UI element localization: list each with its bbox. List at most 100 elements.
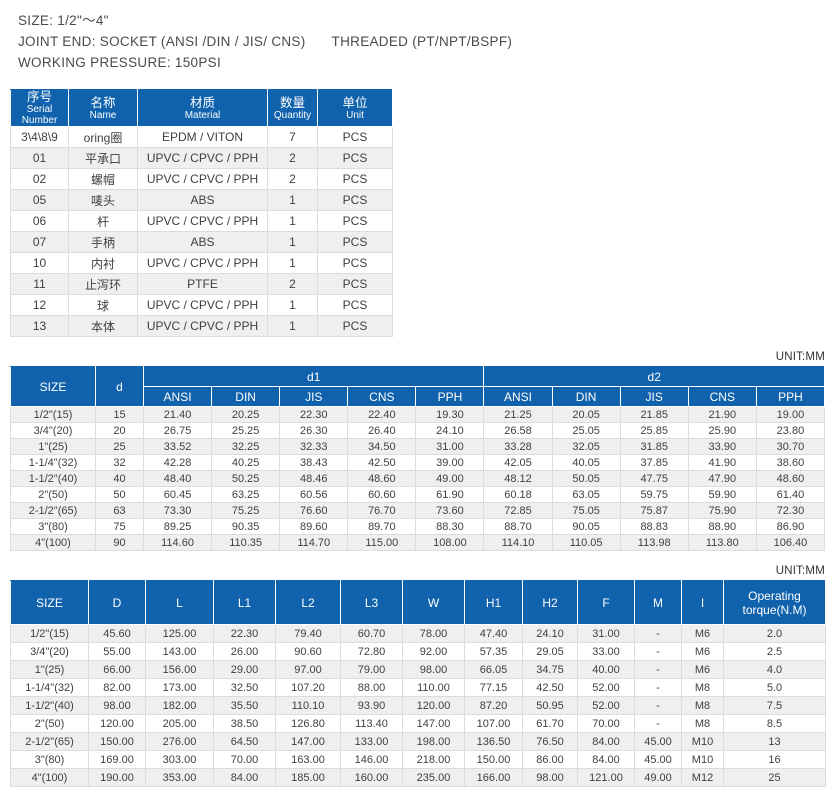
table-cell: 32.25 (211, 438, 281, 455)
table-cell: 内衬 (68, 252, 138, 274)
table-cell: 本体 (68, 315, 138, 337)
table-cell: 73.60 (415, 502, 485, 519)
table-cell: 19.00 (755, 406, 826, 423)
table-cell: 303.00 (145, 750, 214, 769)
table-cell: 4.0 (723, 660, 826, 679)
table-cell: M8 (681, 714, 724, 733)
table-cell: 48.12 (483, 470, 553, 487)
table-cell: 螺帽 (68, 168, 138, 190)
spec-line-size: SIZE: 1/2"～4" (18, 13, 109, 28)
table-cell: 22.30 (279, 406, 349, 423)
header-label-cn: 单位 (342, 95, 368, 110)
table-cell: 48.60 (347, 470, 417, 487)
col-header-f: F (577, 580, 635, 625)
table-cell: 8.5 (723, 714, 826, 733)
table-cell: 86.00 (522, 750, 578, 769)
table-cell: 120.00 (88, 714, 146, 733)
col-header-d2-cns: CNS (687, 386, 757, 407)
table-cell: 1 (267, 231, 318, 253)
table-cell: 88.30 (415, 518, 485, 535)
table-row: 3/4"(20) 55.00 143.00 26.00 90.60 72.80 92.00 5… (10, 642, 826, 661)
table-cell: 235.00 (402, 768, 465, 787)
table-cell: 63.05 (551, 486, 621, 503)
table-cell: 50.25 (211, 470, 281, 487)
table-cell: 52.00 (577, 678, 635, 697)
table-cell: 20.05 (551, 406, 621, 423)
table-cell: 4"(100) (10, 768, 89, 787)
table-cell: 45.00 (634, 732, 682, 751)
table-cell: 92.00 (402, 642, 465, 661)
table-cell: 35.50 (213, 696, 276, 715)
table-cell: M6 (681, 624, 724, 643)
table-cell: 63 (95, 502, 144, 519)
table-cell: PCS (317, 252, 393, 274)
table-cell: PCS (317, 126, 393, 148)
table-cell: 21.40 (142, 406, 213, 423)
table-cell: 114.10 (483, 534, 553, 551)
table-cell: 2 (267, 147, 318, 169)
table-cell: UPVC / CPVC / PPH (137, 315, 268, 337)
col-header-material: 材质 Material (137, 89, 268, 127)
table-cell: 61.70 (522, 714, 578, 733)
table-cell: M8 (681, 696, 724, 715)
table-cell: 38.50 (213, 714, 276, 733)
table-row: 3"(80) 169.00 303.00 70.00 163.00 146.00 218.0… (10, 750, 826, 769)
table-cell: 113.80 (687, 534, 757, 551)
col-header-l2: L2 (275, 580, 341, 625)
table-cell: 166.00 (464, 768, 523, 787)
table-cell: 75.87 (619, 502, 689, 519)
dims1-table-body: 1/2"(15) 15 21.40 20.25 22.30 22.40 19.30 21.25… (10, 406, 826, 551)
table-cell: 2-1/2"(65) (10, 502, 96, 519)
table-cell: - (634, 714, 682, 733)
table-cell: PCS (317, 147, 393, 169)
table-row: 12 球 UPVC / CPVC / PPH 1 PCS (10, 294, 393, 316)
table-cell: 88.90 (687, 518, 757, 535)
col-header-d2-din: DIN (551, 386, 621, 407)
table-row: 05 唛头 ABS 1 PCS (10, 189, 393, 211)
table-cell: 106.40 (755, 534, 826, 551)
table-cell: 47.40 (464, 624, 523, 643)
table-cell: 147.00 (402, 714, 465, 733)
table-cell: 06 (10, 210, 69, 232)
table-cell: 107.00 (464, 714, 523, 733)
table-cell: 22.40 (347, 406, 417, 423)
table-cell: 60.18 (483, 486, 553, 503)
table-cell: M12 (681, 768, 724, 787)
table-cell: UPVC / CPVC / PPH (137, 294, 268, 316)
table-cell: 75.90 (687, 502, 757, 519)
dimensions-table-lengths-torque: SIZE D L L1 L2 L3 W H1 H2 F M I Operatin… (10, 580, 826, 787)
table-cell: 1-1/2"(40) (10, 470, 96, 487)
table-row: 2"(50) 50 60.45 63.25 60.56 60.60 61.90 60.18 63… (10, 486, 826, 503)
table-cell: 76.50 (522, 732, 578, 751)
table-cell: 77.15 (464, 678, 523, 697)
table-cell: 66.00 (88, 660, 146, 679)
table-cell: M6 (681, 660, 724, 679)
col-header-l1: L1 (213, 580, 276, 625)
table-cell: 61.90 (415, 486, 485, 503)
table-row: 10 内衬 UPVC / CPVC / PPH 1 PCS (10, 252, 393, 274)
table-cell: 50 (95, 486, 144, 503)
table-cell: ABS (137, 231, 268, 253)
table-cell: 48.40 (142, 470, 213, 487)
table-cell: 41.90 (687, 454, 757, 471)
table-cell: 1-1/4"(32) (10, 454, 96, 471)
table-row: 1-1/2"(40) 40 48.40 50.25 48.46 48.60 49.00 48.… (10, 470, 826, 487)
table-cell: 98.00 (88, 696, 146, 715)
table-cell: 79.40 (275, 624, 341, 643)
table-cell: 78.00 (402, 624, 465, 643)
table-cell: UPVC / CPVC / PPH (137, 147, 268, 169)
table-cell: 26.40 (347, 422, 417, 439)
table-header-row: SIZE D L L1 L2 L3 W H1 H2 F M I Operatin… (10, 580, 826, 625)
table-cell: 7.5 (723, 696, 826, 715)
table-cell: 球 (68, 294, 138, 316)
table-row: 2-1/2"(65) 63 73.30 75.25 76.60 76.70 73.60 72.… (10, 502, 826, 519)
table-cell: 143.00 (145, 642, 214, 661)
table-row: 1"(25) 25 33.52 32.25 32.33 34.50 31.00 33.28 32… (10, 438, 826, 455)
table-cell: 2-1/2"(65) (10, 732, 89, 751)
table-cell: - (634, 678, 682, 697)
table-cell: ABS (137, 189, 268, 211)
table-cell: 49.00 (415, 470, 485, 487)
table-cell: 86.90 (755, 518, 826, 535)
table-cell: 88.83 (619, 518, 689, 535)
col-header-h1: H1 (464, 580, 523, 625)
